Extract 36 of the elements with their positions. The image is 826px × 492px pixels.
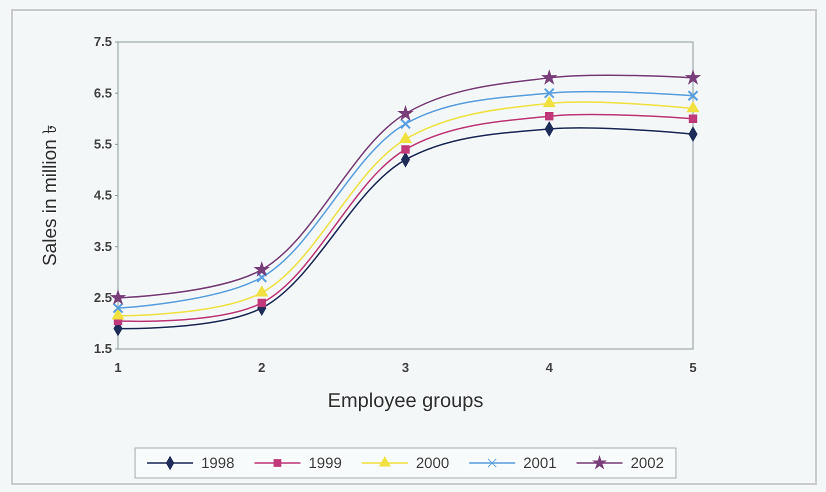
point: [688, 114, 698, 123]
y-tick-label: 4.5: [94, 188, 112, 203]
legend-label: 2001: [523, 455, 557, 472]
x-tick-label: 2: [258, 360, 266, 376]
y-axis-title: Sales in million ৳: [40, 125, 61, 266]
legend-label: 1998: [201, 455, 234, 472]
point: [544, 88, 555, 99]
y-tick-label: 6.5: [94, 85, 112, 100]
point: [401, 145, 410, 154]
point: [256, 272, 268, 283]
point: [399, 132, 412, 143]
y-tick-label: 3.5: [94, 238, 112, 254]
point: [112, 302, 124, 314]
point: [686, 102, 700, 112]
point: [543, 96, 556, 108]
point: [686, 70, 700, 84]
y-tick-label: 1.5: [94, 341, 112, 356]
point: [254, 262, 269, 276]
y-tick-label: 7.5: [94, 34, 112, 50]
point: [545, 112, 554, 120]
legend-label: 2000: [416, 455, 450, 472]
point: [258, 298, 266, 308]
point: [687, 90, 699, 102]
point: [542, 70, 556, 84]
legend-label: 1999: [308, 455, 342, 472]
point: [398, 106, 413, 120]
x-tick-label: 5: [689, 360, 697, 376]
legend-label: 2002: [630, 455, 664, 472]
y-tick-label: 2.5: [94, 290, 112, 305]
x-tick-label: 4: [546, 360, 554, 376]
y-tick-label: 5.5: [94, 136, 112, 152]
x-tick-label: 1: [114, 360, 122, 376]
point: [400, 118, 412, 130]
point: [110, 290, 126, 304]
x-tick-label: 3: [402, 360, 410, 376]
x-axis-title: Employee groups: [328, 390, 484, 412]
